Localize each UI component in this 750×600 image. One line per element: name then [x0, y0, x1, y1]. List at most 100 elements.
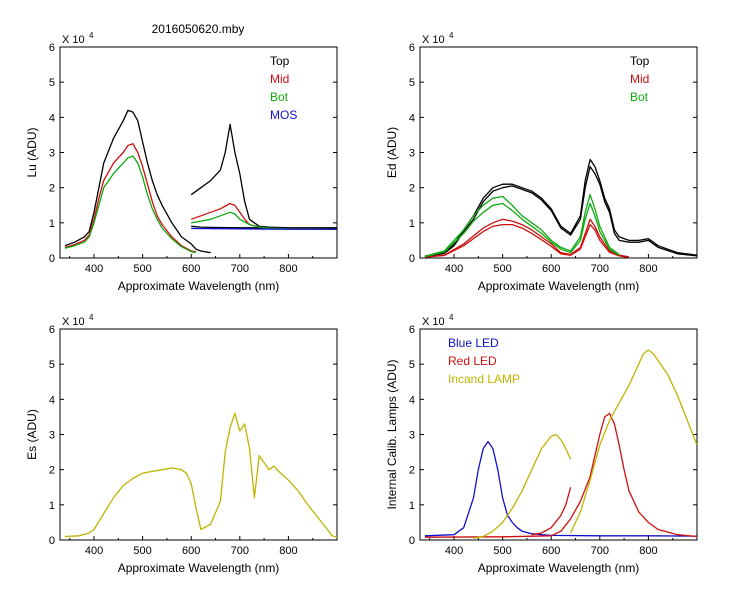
- series-line-blue-led: [424, 440, 697, 537]
- y-tick-label: 1: [49, 500, 55, 512]
- legend-entry-incand-lamp: Incand LAMP: [448, 372, 520, 386]
- series-group: [64, 109, 337, 254]
- x-tick-label: 400: [85, 263, 103, 275]
- legend-entry-bot: Bot: [270, 90, 289, 104]
- y-tick-label: 4: [49, 394, 55, 406]
- x-tick-label: 700: [591, 545, 609, 557]
- x-tick-label: 600: [182, 545, 200, 557]
- chart-panel-top-right: 0 1 2 3 4 5 6 400 500 600 700 800 X 10 4 Approximate W…: [385, 31, 698, 293]
- series-line-mos: [191, 227, 337, 230]
- chart-panel-top-left: 0 1 2 3 4 5 6 400 500 600 700 800 X 10 4 Approximate W…: [25, 31, 338, 293]
- exponent-label: X 10: [62, 316, 85, 328]
- y-tick-label: 1: [409, 500, 415, 512]
- series-line-red-led-short-: [531, 487, 572, 536]
- series-line-top-2: [424, 165, 697, 258]
- y-tick-label: 3: [49, 430, 55, 442]
- y-tick-label: 2: [409, 183, 415, 195]
- y-tick-label: 0: [409, 535, 415, 547]
- exponent-label: X 10: [62, 34, 85, 46]
- series-line-bot: [64, 155, 197, 254]
- exponent-power: 4: [449, 31, 454, 40]
- legend-entry-mid: Mid: [630, 72, 649, 86]
- figure-title: 2016050620.mby: [152, 22, 245, 36]
- series-line-mid-2: [424, 223, 630, 258]
- chart-panel-bottom-left: 0 1 2 3 4 5 6 400 500 600 700 800 X 10 4 Approximate W…: [25, 313, 338, 575]
- x-tick-label: 500: [493, 263, 511, 275]
- y-tick-label: 0: [49, 253, 55, 265]
- exponent-label: X 10: [422, 34, 445, 46]
- plot-frame: [419, 46, 698, 259]
- x-axis-label: Approximate Wavelength (nm): [478, 561, 640, 575]
- y-axis-label: Lu (ADU): [25, 127, 39, 177]
- x-tick-label: 800: [639, 545, 657, 557]
- y-tick-label: 4: [49, 112, 55, 124]
- y-tick-label: 2: [49, 183, 55, 195]
- series-line-red-led: [424, 412, 697, 538]
- series-group: [424, 349, 697, 539]
- series-line-incand-lamp: [473, 433, 572, 539]
- x-tick-label: 400: [445, 545, 463, 557]
- y-tick-label: 5: [409, 359, 415, 371]
- exponent-power: 4: [449, 313, 454, 322]
- series-line-top: [424, 158, 697, 257]
- series-line-bot: [424, 194, 620, 257]
- y-tick-label: 4: [409, 112, 415, 124]
- series-line-incand-lamp-2: [570, 349, 697, 534]
- x-tick-label: 800: [279, 263, 297, 275]
- y-tick-label: 0: [49, 535, 55, 547]
- legend-entry-red-led: Red LED: [448, 354, 497, 368]
- y-tick-label: 5: [49, 359, 55, 371]
- y-axis-label: Ed (ADU): [385, 127, 399, 178]
- y-axis-label: Internal Calib. Lamps (ADU): [385, 359, 399, 509]
- series-line-es: [64, 412, 337, 538]
- y-tick-label: 5: [49, 77, 55, 89]
- y-tick-label: 6: [49, 42, 55, 54]
- plot-frame: [59, 328, 338, 541]
- x-tick-label: 600: [182, 263, 200, 275]
- legend-entry-mos: MOS: [270, 108, 297, 122]
- x-tick-label: 700: [231, 545, 249, 557]
- y-tick-label: 6: [409, 42, 415, 54]
- y-tick-label: 3: [409, 148, 415, 160]
- x-tick-label: 800: [279, 545, 297, 557]
- legend-entry-top: Top: [630, 54, 650, 68]
- series-line-bot-2: [424, 202, 620, 258]
- x-tick-label: 500: [133, 545, 151, 557]
- legend-entry-blue-led: Blue LED: [448, 336, 499, 350]
- y-tick-label: 3: [409, 430, 415, 442]
- series-line-top: [64, 109, 211, 254]
- series-line-top-red-: [190, 123, 337, 229]
- series-line-mid: [64, 143, 197, 253]
- y-tick-label: 3: [49, 148, 55, 160]
- series-line-mid-red-: [190, 202, 337, 230]
- legend-entry-bot: Bot: [630, 90, 649, 104]
- y-tick-label: 1: [409, 218, 415, 230]
- y-tick-label: 2: [49, 465, 55, 477]
- y-tick-label: 4: [409, 394, 415, 406]
- y-tick-label: 6: [49, 324, 55, 336]
- legend-entry-mid: Mid: [270, 72, 289, 86]
- x-tick-label: 400: [85, 545, 103, 557]
- x-tick-label: 500: [493, 545, 511, 557]
- y-tick-label: 2: [409, 465, 415, 477]
- x-tick-label: 400: [445, 263, 463, 275]
- x-tick-label: 500: [133, 263, 151, 275]
- y-tick-label: 0: [409, 253, 415, 265]
- x-tick-label: 800: [639, 263, 657, 275]
- y-axis-label: Es (ADU): [25, 409, 39, 460]
- x-axis-label: Approximate Wavelength (nm): [118, 279, 280, 293]
- series-group: [64, 412, 337, 538]
- y-tick-label: 1: [49, 218, 55, 230]
- exponent-power: 4: [89, 313, 94, 322]
- x-tick-label: 700: [231, 263, 249, 275]
- chart-panel-bottom-right: 0 1 2 3 4 5 6 400 500 600 700 800 X 10 4 Approximate W…: [385, 313, 698, 575]
- series-line-top-flat-: [191, 225, 337, 229]
- x-tick-label: 600: [542, 263, 560, 275]
- series-line-mid: [424, 218, 630, 258]
- x-tick-label: 600: [542, 545, 560, 557]
- exponent-label: X 10: [422, 316, 445, 328]
- y-tick-label: 6: [409, 324, 415, 336]
- series-line-bot-red-: [191, 211, 337, 230]
